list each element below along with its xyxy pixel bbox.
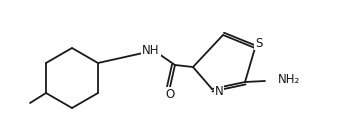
Text: N: N — [215, 85, 223, 97]
Text: NH: NH — [142, 44, 160, 57]
Text: S: S — [255, 37, 263, 50]
Text: NH₂: NH₂ — [278, 73, 300, 86]
Text: O: O — [165, 88, 175, 101]
